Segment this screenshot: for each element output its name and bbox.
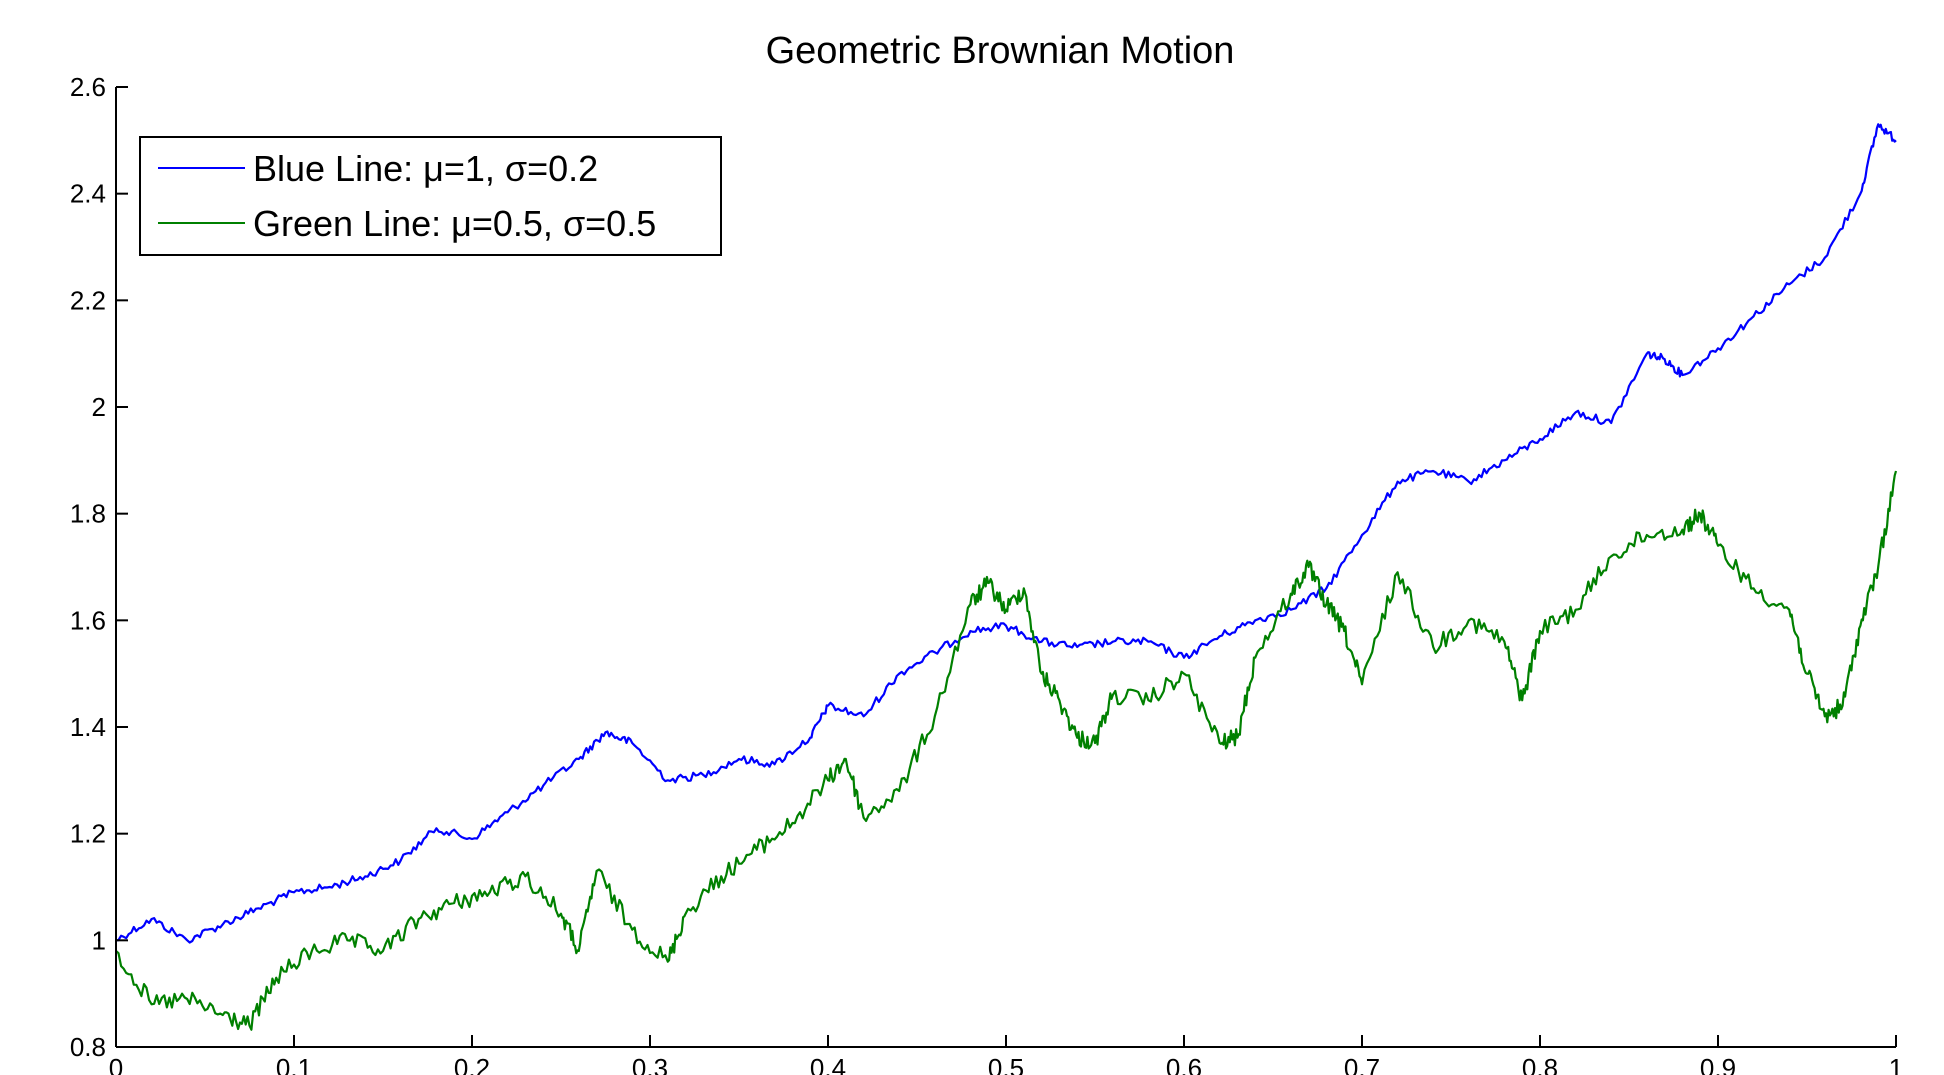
y-tick-label: 0.8 [70, 1032, 106, 1062]
x-tick-label: 0.5 [988, 1053, 1024, 1075]
y-tick-label: 1.8 [70, 499, 106, 529]
x-tick-label: 0.4 [810, 1053, 846, 1075]
x-tick-label: 0.7 [1344, 1053, 1380, 1075]
x-tick-label: 0.8 [1522, 1053, 1558, 1075]
plot-lines [115, 123, 1898, 1031]
legend-box [139, 136, 722, 256]
x-tick-label: 0.6 [1166, 1053, 1202, 1075]
x-tick-label: 0.3 [632, 1053, 668, 1075]
y-tick-label: 1.6 [70, 605, 106, 635]
series-line-green [115, 470, 1898, 1031]
y-tick-label: 2.4 [70, 179, 106, 209]
chart-title: Geometric Brownian Motion [766, 30, 1235, 72]
y-ticks: 0.8 1 1.2 1.4 1.6 1.8 2 2.2 2.4 2.6 [70, 72, 128, 1062]
legend: Blue Line: μ=1, σ=0.2 Green Line: μ=0.5,… [139, 136, 722, 256]
x-tick-label: 0.2 [454, 1053, 490, 1075]
x-tick-label: 0.1 [276, 1053, 312, 1075]
legend-label-green: Green Line: μ=0.5, σ=0.5 [253, 203, 656, 244]
x-tick-label: 1 [1889, 1053, 1903, 1075]
x-tick-label: 0 [109, 1053, 123, 1075]
y-tick-label: 1.2 [70, 819, 106, 849]
legend-label-blue: Blue Line: μ=1, σ=0.2 [253, 148, 598, 189]
y-tick-label: 1 [92, 925, 106, 955]
x-ticks: 0 0.1 0.2 0.3 0.4 0.5 0.6 0.7 0.8 0.9 1 [109, 1035, 1903, 1075]
y-tick-label: 1.4 [70, 712, 106, 742]
y-tick-label: 2 [92, 392, 106, 422]
x-tick-label: 0.9 [1700, 1053, 1736, 1075]
y-tick-label: 2.2 [70, 285, 106, 315]
series-line-blue [115, 123, 1897, 944]
y-tick-label: 2.6 [70, 72, 106, 102]
